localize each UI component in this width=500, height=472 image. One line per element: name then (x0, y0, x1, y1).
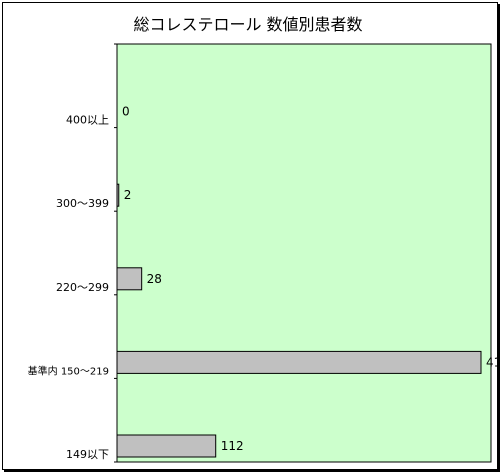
plot-area (116, 43, 492, 463)
data-label: 28 (147, 272, 162, 286)
category-label: 基準内 150～219 (28, 364, 109, 377)
bar-group: 0 400以上 2 300～399 28 220～299 413 基準内 150～219 112… (28, 43, 500, 463)
chart-title: 総コレステロール 数値別患者数 (133, 15, 362, 34)
category-label: 220～299 (56, 281, 109, 294)
bar (116, 267, 143, 291)
data-label: 112 (221, 439, 244, 453)
category-label: 400以上 (66, 114, 109, 127)
bar (116, 183, 120, 207)
category-label: 149以下 (66, 448, 109, 461)
data-label: 413 (486, 355, 500, 369)
category-label: 300～399 (56, 197, 109, 210)
data-label: 2 (124, 188, 132, 202)
bar (116, 434, 217, 458)
bar (116, 350, 482, 374)
data-label: 0 (122, 105, 130, 119)
